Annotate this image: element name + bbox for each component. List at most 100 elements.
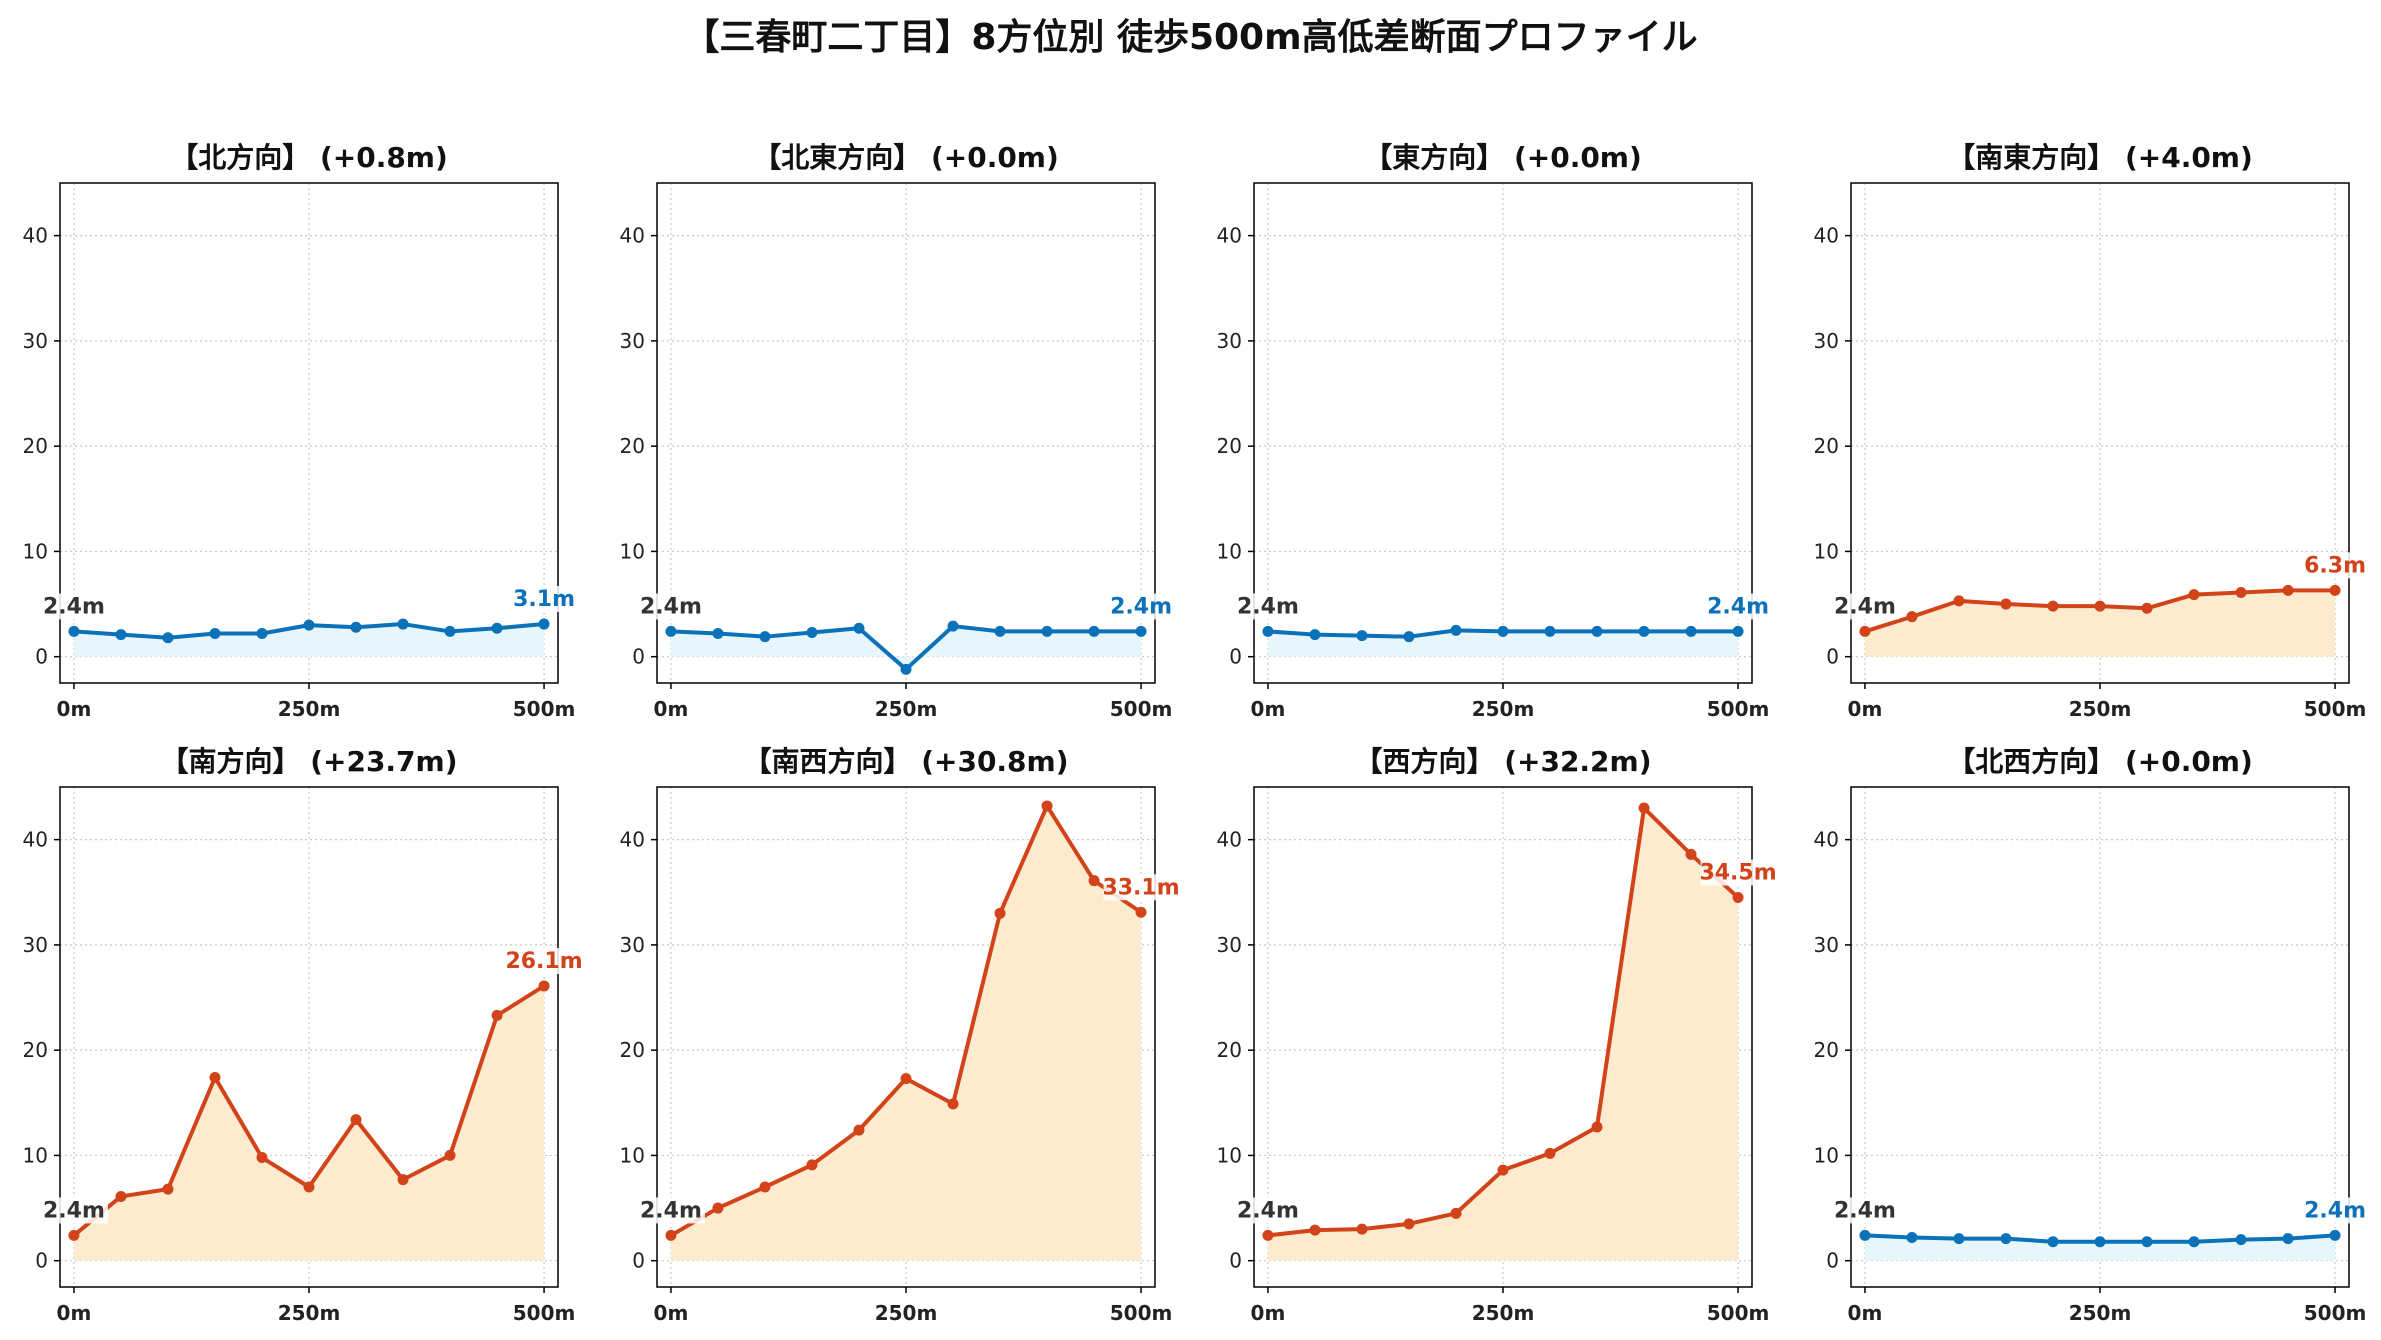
y-tick-label: 10 bbox=[1217, 1143, 1242, 1167]
start-label-bg bbox=[1830, 1197, 1899, 1224]
end-label-bg bbox=[1700, 859, 1776, 886]
subplot-1: 0 10 20 30 40 0m 250m 500m 【北東方向】 (+0.0m) 2.4m 2.4… bbox=[620, 141, 1173, 721]
data-point bbox=[1591, 1121, 1603, 1133]
data-point bbox=[2047, 1236, 2059, 1248]
data-point bbox=[1544, 625, 1556, 637]
start-value-label: 2.4m bbox=[43, 594, 105, 619]
data-point bbox=[2282, 584, 2294, 596]
end-value-label: 2.4m bbox=[2304, 1198, 2366, 1223]
x-tick-label: 250m bbox=[278, 697, 341, 721]
y-tick-label: 10 bbox=[620, 539, 645, 563]
y-tick-label: 40 bbox=[1814, 224, 1839, 248]
data-point bbox=[994, 625, 1006, 637]
end-value-label: 2.4m bbox=[1110, 594, 1172, 619]
y-tick-label: 20 bbox=[23, 434, 48, 458]
data-point bbox=[1732, 892, 1744, 904]
y-tick-label: 10 bbox=[620, 1143, 645, 1167]
data-point bbox=[1953, 595, 1965, 607]
data-point bbox=[1356, 630, 1368, 642]
data-point bbox=[444, 625, 456, 637]
data-point bbox=[2141, 1236, 2153, 1248]
subplot-title: 【南方向】 (+23.7m) bbox=[160, 745, 457, 778]
start-value-label: 2.4m bbox=[1834, 594, 1896, 619]
data-point bbox=[397, 1174, 409, 1186]
start-value-label: 2.4m bbox=[640, 594, 702, 619]
y-tick-label: 30 bbox=[620, 933, 645, 957]
y-tick-label: 0 bbox=[1229, 645, 1242, 669]
data-point bbox=[538, 980, 550, 992]
data-point bbox=[2188, 1236, 2200, 1248]
data-point bbox=[350, 1114, 362, 1126]
y-tick-label: 0 bbox=[35, 1249, 48, 1273]
y-tick-label: 10 bbox=[23, 539, 48, 563]
x-tick-label: 0m bbox=[1848, 1301, 1883, 1325]
y-tick-label: 40 bbox=[1217, 828, 1242, 852]
end-label-bg bbox=[1103, 874, 1179, 901]
profile-area bbox=[670, 805, 1142, 1261]
x-tick-label: 0m bbox=[57, 697, 92, 721]
data-point bbox=[806, 1159, 818, 1171]
data-point bbox=[303, 1181, 315, 1193]
data-point bbox=[759, 1181, 771, 1193]
x-tick-label: 500m bbox=[513, 697, 576, 721]
data-point bbox=[1685, 848, 1697, 860]
data-point bbox=[1497, 1164, 1509, 1176]
data-point bbox=[994, 907, 1006, 919]
x-tick-label: 0m bbox=[1251, 1301, 1286, 1325]
data-point bbox=[947, 620, 959, 632]
data-point bbox=[256, 1152, 268, 1164]
data-point bbox=[1732, 625, 1744, 637]
data-point bbox=[2235, 1234, 2247, 1246]
subplot-4: 0 10 20 30 40 0m 250m 500m 【南方向】 (+23.7m) 2.4m 26.… bbox=[23, 745, 583, 1325]
y-tick-label: 0 bbox=[632, 1249, 645, 1273]
data-point bbox=[2094, 1236, 2106, 1248]
start-value-label: 2.4m bbox=[640, 1198, 702, 1223]
start-label-bg bbox=[39, 593, 108, 620]
data-point bbox=[68, 1229, 80, 1241]
subplot-title: 【東方向】 (+0.0m) bbox=[1364, 141, 1642, 174]
data-point bbox=[900, 663, 912, 675]
y-tick-label: 30 bbox=[1217, 329, 1242, 353]
y-tick-label: 0 bbox=[1229, 1249, 1242, 1273]
data-point bbox=[1309, 629, 1321, 641]
data-point bbox=[1262, 625, 1274, 637]
x-tick-label: 500m bbox=[2304, 697, 2367, 721]
data-point bbox=[947, 1098, 959, 1110]
y-tick-label: 10 bbox=[1814, 539, 1839, 563]
y-tick-label: 0 bbox=[632, 645, 645, 669]
data-point bbox=[2329, 584, 2341, 596]
subplot-title: 【西方向】 (+32.2m) bbox=[1354, 745, 1651, 778]
data-point bbox=[1450, 1207, 1462, 1219]
start-value-label: 2.4m bbox=[1237, 1198, 1299, 1223]
data-point bbox=[1088, 625, 1100, 637]
end-value-label: 3.1m bbox=[513, 587, 575, 612]
data-point bbox=[1859, 625, 1871, 637]
data-point bbox=[209, 1072, 221, 1084]
data-point bbox=[68, 625, 80, 637]
data-point bbox=[1403, 631, 1415, 643]
subplot-7: 0 10 20 30 40 0m 250m 500m 【北西方向】 (+0.0m) 2.4m 2.4… bbox=[1814, 745, 2367, 1325]
y-tick-label: 0 bbox=[1826, 1249, 1839, 1273]
subplot-0: 0 10 20 30 40 0m 250m 500m 【北方向】 (+0.8m) 2.4m 3.1m bbox=[23, 141, 576, 721]
x-tick-label: 250m bbox=[1472, 697, 1535, 721]
data-point bbox=[712, 628, 724, 640]
x-tick-label: 0m bbox=[1848, 697, 1883, 721]
y-tick-label: 40 bbox=[23, 224, 48, 248]
data-point bbox=[444, 1149, 456, 1161]
x-tick-label: 500m bbox=[1110, 697, 1173, 721]
data-point bbox=[665, 625, 677, 637]
data-point bbox=[209, 628, 221, 640]
subplot-title: 【北西方向】 (+0.0m) bbox=[1947, 745, 2253, 778]
data-point bbox=[1685, 625, 1697, 637]
y-tick-label: 20 bbox=[1814, 434, 1839, 458]
x-tick-label: 500m bbox=[513, 1301, 576, 1325]
data-point bbox=[491, 1009, 503, 1021]
profile-area bbox=[1267, 808, 1739, 1261]
y-tick-label: 30 bbox=[1814, 329, 1839, 353]
subplot-2: 0 10 20 30 40 0m 250m 500m 【東方向】 (+0.0m) 2.4m 2.4m bbox=[1217, 141, 1770, 721]
data-point bbox=[303, 619, 315, 631]
subplot-5: 0 10 20 30 40 0m 250m 500m 【南西方向】 (+30.8m) 2.4m 33… bbox=[620, 745, 1180, 1325]
x-tick-label: 250m bbox=[2069, 1301, 2132, 1325]
x-tick-label: 0m bbox=[57, 1301, 92, 1325]
data-point bbox=[759, 631, 771, 643]
